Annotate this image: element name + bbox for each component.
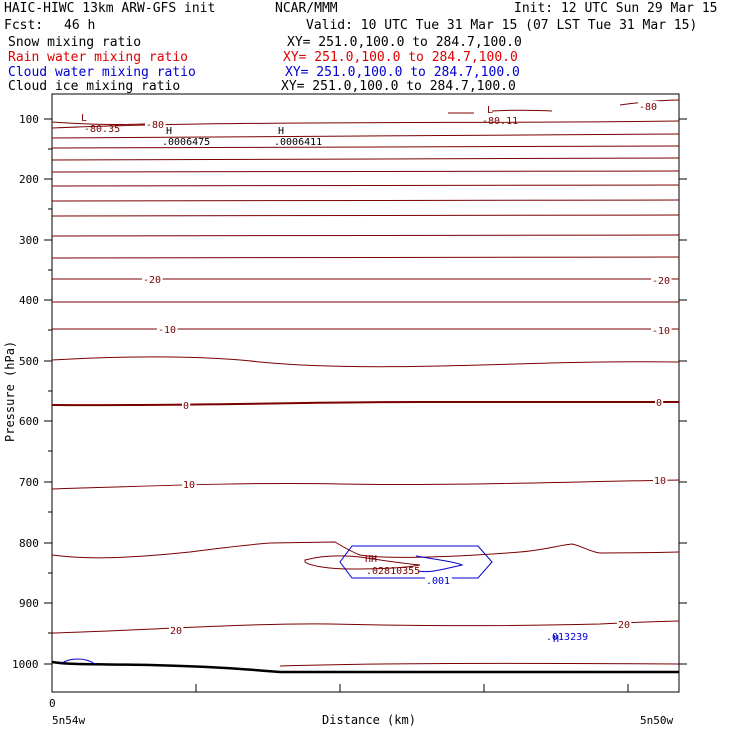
legend-cloudice-name: Cloud ice mixing ratio xyxy=(8,79,181,94)
contour-label-3: .0006411 xyxy=(274,137,322,148)
contour-label-bg-9 xyxy=(651,325,672,336)
legend-cloudice-xy: XY= 251.0,100.0 to 284.7,100.0 xyxy=(281,79,516,94)
contour-label-bg-20 xyxy=(617,619,632,630)
valid-time: Valid: 10 UTC Tue 31 Mar 15 (07 LST Tue … xyxy=(306,18,698,33)
temperature-contours xyxy=(51,99,680,667)
contour-label-0: -80.35 xyxy=(84,124,120,135)
terrain-line xyxy=(51,660,679,674)
y-tick-600: 600 xyxy=(19,415,39,428)
contour-label-bg-11 xyxy=(655,397,664,408)
contour-label-17: H xyxy=(553,634,559,645)
legend-snow-xy: XY= 251.0,100.0 to 284.7,100.0 xyxy=(287,35,522,50)
contour-label-7: -20 xyxy=(652,276,670,287)
legend-cloudwater-name: Cloud water mixing ratio xyxy=(8,65,196,80)
x-tick-right-location: 5n50w xyxy=(640,714,673,727)
contour-symbol-2: H xyxy=(166,126,172,137)
y-tick-700: 700 xyxy=(19,476,39,489)
contour-symbol-3: H xyxy=(278,126,284,137)
contour-label-15: .02810355 xyxy=(366,566,420,577)
contour-label-10: 0 xyxy=(183,401,189,412)
contour-label-2: .0006475 xyxy=(162,137,210,148)
legend-cloudwater-xy: XY= 251.0,100.0 to 284.7,100.0 xyxy=(285,65,520,80)
forecast-value: 46 h xyxy=(64,18,96,33)
legend-snow-name: Snow mixing ratio xyxy=(8,35,142,50)
contour-label-bg-6 xyxy=(142,274,163,285)
y-tick-200: 200 xyxy=(19,173,39,186)
contour-label-16: .001 xyxy=(426,576,450,587)
contour-label-18: .013239 xyxy=(546,632,588,643)
contour-label-5: -80 xyxy=(639,102,657,113)
y-tick-400: 400 xyxy=(19,294,39,307)
y-tick-100: 100 xyxy=(19,113,39,126)
contour-symbol-0: L xyxy=(81,113,87,124)
contour-label-bg-16 xyxy=(425,575,452,586)
contour-label-bg-12 xyxy=(182,479,197,490)
contour-symbol-4: L xyxy=(487,105,493,116)
y-axis-title: Pressure (hPa) xyxy=(3,341,17,442)
legend-rain-name: Rain water mixing ratio xyxy=(8,50,189,65)
y-tick-500: 500 xyxy=(19,355,39,368)
y-tick-1000: 1000 xyxy=(12,658,39,671)
legend-rain-xy: XY= 251.0,100.0 to 284.7,100.0 xyxy=(283,50,518,65)
contour-label-bg-5 xyxy=(638,101,659,112)
contour-label-bg-1 xyxy=(145,119,166,130)
plot-frame xyxy=(51,93,680,693)
contour-label-8: -10 xyxy=(158,325,176,336)
y-tick-300: 300 xyxy=(19,234,39,247)
contour-label-bg-10 xyxy=(182,400,191,411)
contour-label-11: 0 xyxy=(656,398,662,409)
contour-label-9: -10 xyxy=(652,326,670,337)
contour-label-1: -80 xyxy=(146,120,164,131)
forecast-label: Fcst: xyxy=(4,18,44,33)
organization-label: NCAR/MMM xyxy=(275,1,338,16)
contour-label-20: 20 xyxy=(618,620,630,631)
contour-label-19: 20 xyxy=(170,626,182,637)
contour-label-13: 10 xyxy=(654,476,666,487)
x-axis-ticks xyxy=(195,684,629,692)
x-axis-title: Distance (km) xyxy=(322,713,416,727)
contour-labels: L-80.35 -80H.0006475H.0006411L-80.11-80-2… xyxy=(81,101,672,645)
x-tick-left-location: 5n54w xyxy=(52,714,85,727)
contour-label-6: -20 xyxy=(143,275,161,286)
contour-label-bg-8 xyxy=(157,324,178,335)
contour-label-14: HH xyxy=(365,554,377,565)
y-tick-900: 900 xyxy=(19,597,39,610)
y-tick-800: 800 xyxy=(19,537,39,550)
contour-label-bg-7 xyxy=(651,275,672,286)
cloud-water-contours xyxy=(61,545,493,665)
init-time: Init: 12 UTC Sun 29 Mar 15 xyxy=(514,1,718,16)
contour-label-4: -80.11 xyxy=(482,116,518,127)
contour-label-bg-13 xyxy=(653,475,668,486)
x-tick-origin: 0 xyxy=(49,697,56,710)
y-axis-ticks xyxy=(44,118,687,665)
chart-title: HAIC-HIWC 13km ARW-GFS init xyxy=(4,1,216,16)
contour-label-12: 10 xyxy=(183,480,195,491)
contour-label-bg-19 xyxy=(169,625,184,636)
